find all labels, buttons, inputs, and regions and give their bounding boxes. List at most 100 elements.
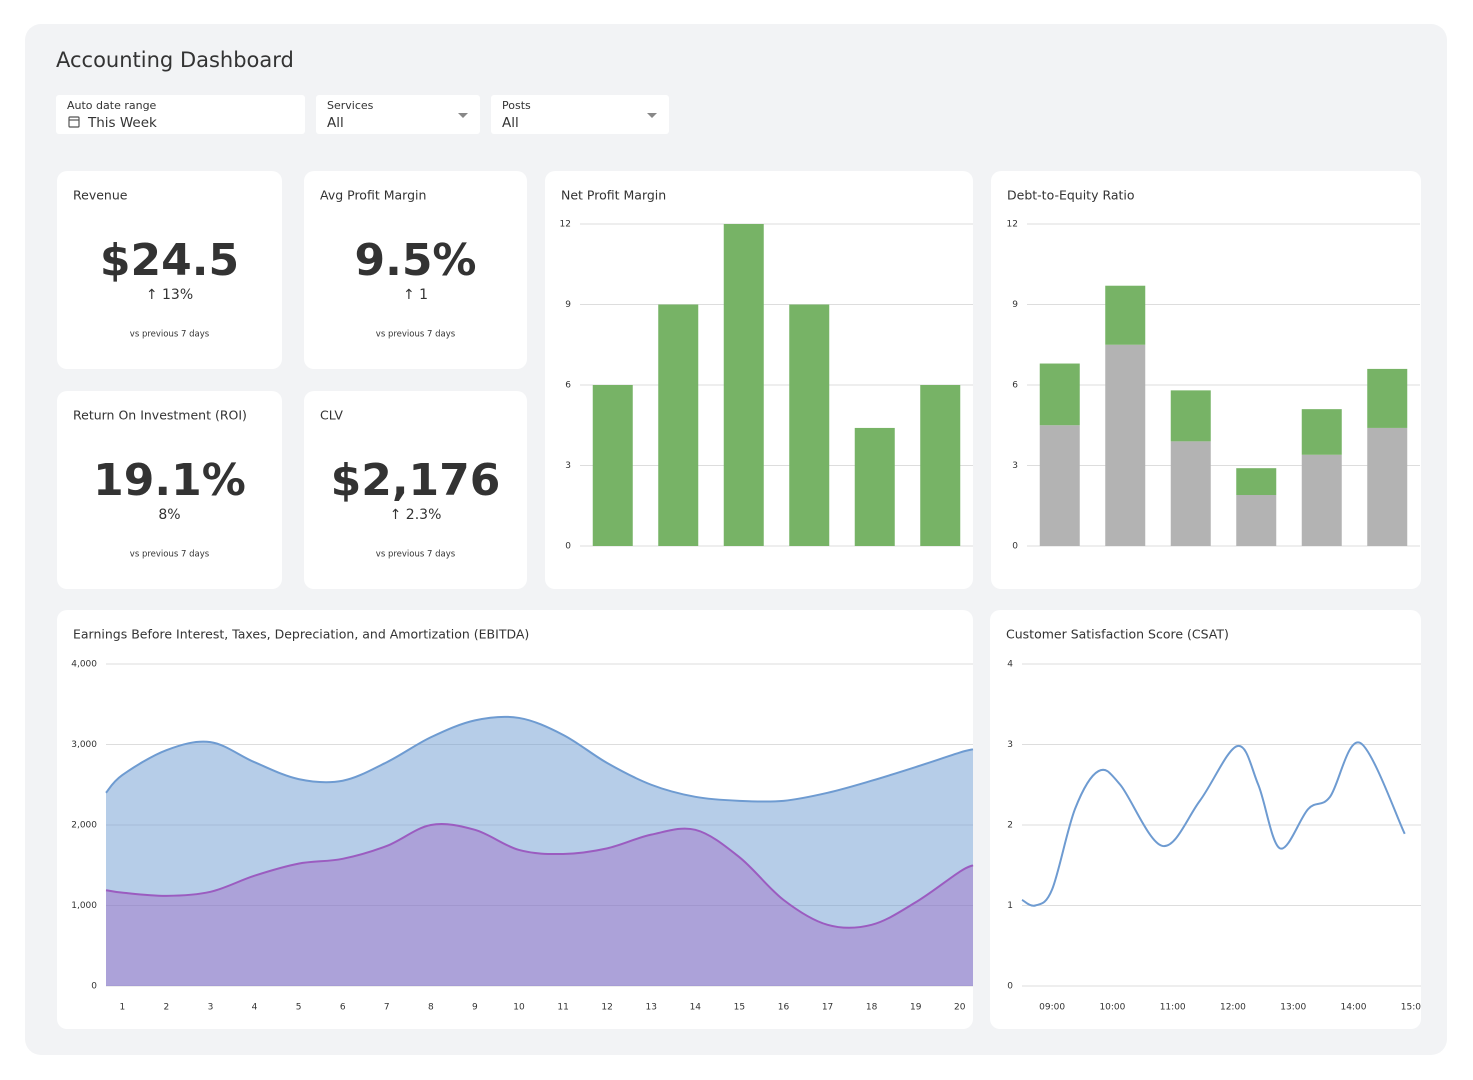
kpi-note: vs previous 7 days	[130, 330, 210, 340]
line	[105, 715, 974, 803]
chart-card	[990, 610, 1421, 1029]
x-tick-label: 17	[822, 1003, 833, 1013]
kpi-change: ↑ 1	[403, 287, 428, 303]
kpi-change: ↑ 13%	[146, 287, 193, 303]
x-tick-label: 4	[252, 1003, 258, 1013]
x-tick-label: 1	[119, 1003, 125, 1013]
kpi-value: $24.5	[100, 235, 239, 286]
y-tick-label: 9	[1012, 300, 1018, 310]
bar	[1367, 427, 1408, 546]
y-tick-label: 1	[1007, 901, 1013, 911]
kpi-title: Avg Profit Margin	[320, 188, 426, 203]
kpi-note: vs previous 7 days	[376, 330, 456, 340]
bar	[1236, 468, 1277, 496]
kpi-value: 9.5%	[354, 235, 476, 286]
bar	[854, 427, 895, 546]
y-tick-label: 0	[565, 542, 571, 552]
bar	[1367, 368, 1408, 428]
x-tick-label: 14	[690, 1003, 702, 1013]
x-tick-label: 7	[384, 1003, 390, 1013]
y-tick-label: 3	[1012, 461, 1018, 471]
y-tick-label: 9	[565, 300, 571, 310]
y-tick-label: 4	[1007, 660, 1013, 670]
filter-label: Auto date range	[67, 99, 157, 112]
y-tick-label: 12	[1007, 220, 1018, 230]
y-tick-label: 1,000	[71, 901, 97, 911]
bar	[1105, 285, 1146, 345]
x-tick-label: 3	[208, 1003, 214, 1013]
y-tick-label: 3,000	[71, 740, 97, 750]
kpi-note: vs previous 7 days	[376, 550, 456, 560]
bar	[592, 385, 633, 546]
chart-title: Debt-to-Equity Ratio	[1007, 188, 1135, 203]
bar	[1170, 390, 1211, 442]
dropdown-arrow[interactable]	[458, 113, 468, 118]
x-tick-label: 09:00	[1039, 1003, 1065, 1013]
filter-label: Posts	[502, 99, 531, 112]
filter-box[interactable]	[56, 95, 305, 134]
x-tick-label: 13	[646, 1003, 657, 1013]
y-tick-label: 4,000	[71, 660, 97, 670]
kpi-card	[304, 391, 527, 589]
kpi-card	[57, 171, 282, 369]
bar	[723, 224, 764, 546]
kpi-card	[304, 171, 527, 369]
bar	[1170, 441, 1211, 546]
chart-title: Net Profit Margin	[561, 188, 666, 203]
kpi-title: Return On Investment (ROI)	[73, 408, 247, 423]
x-tick-label: 18	[866, 1003, 878, 1013]
calendar-icon	[68, 116, 80, 128]
filter-label: Services	[327, 99, 374, 112]
bar	[1301, 409, 1342, 455]
x-tick-label: 16	[778, 1003, 790, 1013]
x-tick-label: 11	[557, 1003, 568, 1013]
filter-box[interactable]	[491, 95, 669, 134]
x-tick-label: 10:00	[1099, 1003, 1125, 1013]
kpi-note: vs previous 7 days	[130, 550, 210, 560]
x-tick-label: 5	[296, 1003, 302, 1013]
filter-box[interactable]	[316, 95, 480, 134]
y-tick-label: 6	[1012, 381, 1018, 391]
kpi-value: 19.1%	[93, 455, 246, 506]
bar	[1039, 425, 1080, 546]
kpi-change: ↑ 2.3%	[390, 507, 442, 523]
x-tick-label: 15	[734, 1003, 745, 1013]
x-tick-label: 13:00	[1280, 1003, 1306, 1013]
dropdown-arrow[interactable]	[647, 113, 657, 118]
kpi-value: $2,176	[331, 455, 501, 506]
y-tick-label: 2	[1007, 821, 1013, 831]
x-tick-label: 15:00	[1401, 1003, 1427, 1013]
page-title: Accounting Dashboard	[56, 48, 294, 72]
kpi-card	[57, 391, 282, 589]
bar	[1105, 344, 1146, 546]
bar	[1039, 363, 1080, 426]
kpi-title: CLV	[320, 408, 343, 423]
bar	[658, 304, 699, 546]
bar	[1236, 495, 1277, 546]
line	[105, 823, 974, 929]
line	[1021, 741, 1406, 907]
area	[106, 824, 973, 986]
x-tick-label: 11:00	[1160, 1003, 1186, 1013]
y-tick-label: 0	[1012, 542, 1018, 552]
y-tick-label: 6	[565, 381, 571, 391]
y-tick-label: 3	[1007, 740, 1013, 750]
filter-value: All	[502, 115, 519, 131]
x-tick-label: 12	[601, 1003, 612, 1013]
bar	[789, 304, 830, 546]
x-tick-label: 6	[340, 1003, 346, 1013]
kpi-title: Revenue	[73, 188, 128, 203]
x-tick-label: 10	[513, 1003, 525, 1013]
chart-title: Earnings Before Interest, Taxes, Depreci…	[73, 627, 529, 642]
area	[106, 716, 973, 986]
y-tick-label: 3	[565, 461, 571, 471]
y-tick-label: 2,000	[71, 821, 97, 831]
x-tick-label: 20	[954, 1003, 966, 1013]
y-tick-label: 0	[91, 982, 97, 992]
x-tick-label: 2	[164, 1003, 170, 1013]
kpi-change: 8%	[158, 507, 180, 523]
x-tick-label: 8	[428, 1003, 434, 1013]
x-tick-label: 19	[910, 1003, 922, 1013]
filter-value: All	[327, 115, 344, 131]
